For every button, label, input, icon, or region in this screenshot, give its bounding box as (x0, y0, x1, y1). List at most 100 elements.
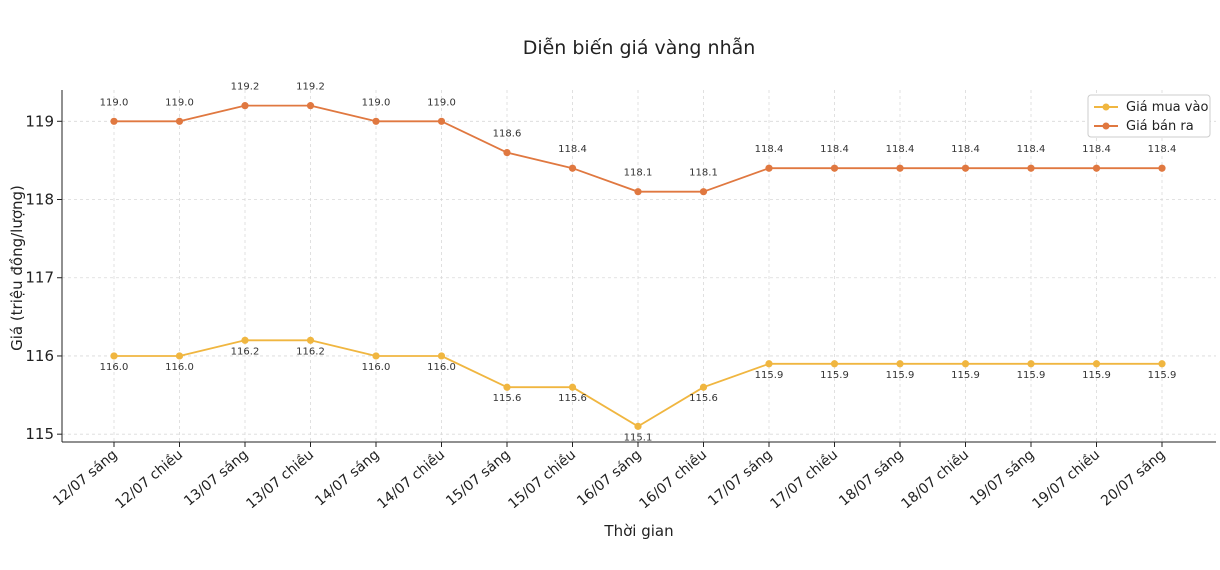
data-point (699, 383, 708, 391)
x-tick-label: 15/07 sáng (443, 447, 513, 510)
data-point (306, 102, 315, 110)
data-point (896, 164, 904, 172)
data-label: 119.2 (296, 82, 325, 93)
legend-label-sell: Giá bán ra (1126, 119, 1194, 134)
data-label: 115.9 (951, 370, 980, 381)
x-tick-label: 12/07 sáng (50, 447, 120, 510)
x-tick-label: 13/07 chiều (243, 446, 317, 512)
data-point (1092, 360, 1101, 368)
data-label: 116.0 (165, 362, 194, 373)
data-labels: 116.0 116.0 116.2 116.2 116.0 116.0 115.6 115.6… (100, 82, 1177, 444)
data-label: 115.6 (493, 393, 522, 404)
data-point (372, 117, 380, 125)
data-point (1158, 164, 1166, 172)
data-label: 118.4 (951, 144, 980, 155)
series-layer (110, 102, 1166, 430)
data-point (634, 422, 642, 430)
data-label: 115.6 (689, 393, 718, 404)
data-point (961, 164, 970, 172)
y-axis-label: Giá (triệu đồng/lượng) (8, 185, 26, 351)
data-point (568, 383, 577, 391)
data-point (765, 164, 773, 172)
x-tick-label: 18/07 sáng (836, 447, 906, 510)
y-tick-label: 116 (25, 347, 54, 365)
data-point (175, 117, 184, 125)
data-label: 118.4 (1017, 144, 1046, 155)
x-tick-label: 20/07 sáng (1098, 447, 1168, 510)
data-label: 119.2 (231, 82, 260, 93)
x-tick-label: 19/07 sáng (967, 447, 1037, 510)
data-label: 118.1 (624, 168, 653, 179)
y-tick-label: 115 (25, 425, 54, 443)
data-point (437, 117, 446, 125)
legend-label-buy: Giá mua vào (1126, 100, 1208, 115)
y-tick-label: 118 (25, 191, 54, 209)
data-label: 116.2 (296, 346, 325, 357)
grid (62, 90, 1216, 442)
data-label: 119.0 (100, 97, 129, 108)
data-point (961, 360, 970, 368)
data-point (372, 352, 380, 360)
data-point (1027, 360, 1035, 368)
data-label: 115.9 (1017, 370, 1046, 381)
x-tick-label: 14/07 sáng (312, 447, 382, 510)
data-label: 119.0 (427, 97, 456, 108)
x-tick-label: 18/07 chiều (898, 446, 972, 512)
data-label: 118.6 (493, 129, 522, 140)
data-point (175, 352, 184, 360)
data-point (699, 188, 708, 196)
x-tick-label: 17/07 chiều (767, 446, 841, 512)
x-tick-label: 15/07 chiều (505, 446, 579, 512)
legend: Giá mua vào Giá bán ra (1087, 94, 1211, 138)
data-label: 116.0 (427, 362, 456, 373)
data-label: 116.0 (362, 362, 391, 373)
x-tick-label: 16/07 sáng (574, 447, 644, 510)
data-point (306, 336, 315, 344)
data-label: 116.2 (231, 346, 260, 357)
data-point (241, 336, 249, 344)
data-label: 115.9 (820, 370, 849, 381)
data-point (830, 164, 839, 172)
x-tick-label: 19/07 chiều (1029, 446, 1103, 512)
data-label: 118.4 (1148, 144, 1177, 155)
x-tick-label: 16/07 chiều (636, 446, 710, 512)
data-label: 118.4 (1082, 144, 1111, 155)
data-label: 115.1 (624, 432, 653, 443)
data-point (896, 360, 904, 368)
series-line-1 (114, 104, 1162, 193)
data-point (1027, 164, 1035, 172)
data-point (437, 352, 446, 360)
data-label: 118.4 (886, 144, 915, 155)
data-label: 118.4 (755, 144, 784, 155)
data-label: 116.0 (100, 362, 129, 373)
data-point (568, 164, 577, 172)
data-point (765, 360, 773, 368)
data-point (110, 352, 118, 360)
x-tick-label: 14/07 chiều (374, 446, 448, 512)
data-label: 118.4 (820, 144, 849, 155)
data-point (1158, 360, 1166, 368)
data-point (634, 188, 642, 196)
legend-marker-sell (1102, 122, 1110, 130)
y-tick-label: 119 (25, 112, 54, 130)
data-point (1092, 164, 1101, 172)
x-tick-label: 13/07 sáng (181, 447, 251, 510)
x-axis-label: Thời gian (603, 522, 673, 540)
data-point (830, 360, 839, 368)
data-label: 119.0 (165, 97, 194, 108)
data-label: 118.4 (558, 144, 587, 155)
data-point (110, 117, 118, 125)
x-tick-label: 17/07 sáng (705, 447, 775, 510)
data-label: 115.9 (886, 370, 915, 381)
data-label: 115.9 (1082, 370, 1111, 381)
legend-box (1087, 94, 1211, 138)
data-label: 115.9 (1148, 370, 1177, 381)
series-line-0 (114, 339, 1162, 428)
data-point (241, 102, 249, 110)
chart-title: Diễn biến giá vàng nhẫn (523, 36, 756, 59)
data-label: 115.9 (755, 370, 784, 381)
data-point (503, 383, 511, 391)
legend-marker-buy (1102, 103, 1110, 111)
x-tick-label: 12/07 chiều (112, 446, 186, 512)
